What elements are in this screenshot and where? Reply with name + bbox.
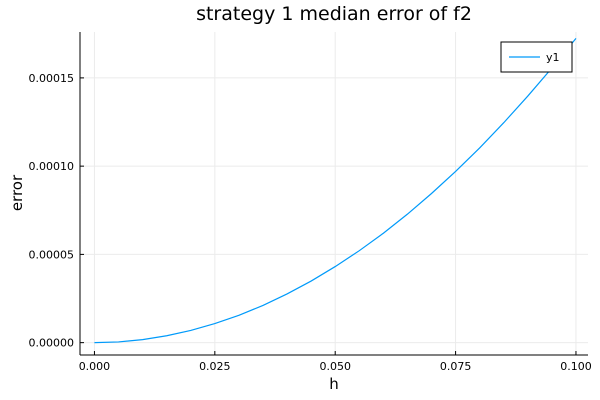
- legend: y1: [500, 41, 573, 73]
- x-tick-label: 0.075: [440, 360, 472, 373]
- x-tick-label: 0.000: [79, 360, 111, 373]
- grid: [80, 32, 588, 355]
- x-tick-label: 0.100: [560, 360, 592, 373]
- series-line-y1: [94, 37, 577, 344]
- y-axis-label: error: [8, 174, 26, 211]
- x-ticks: 0.000 0.025 0.050 0.075 0.100: [79, 351, 592, 373]
- series-lines: [94, 37, 577, 344]
- axes: [79, 32, 588, 356]
- y-ticks: 0.00000 0.00005 0.00010 0.00015: [29, 72, 84, 350]
- y-tick-label: 0.00005: [29, 248, 75, 261]
- y-tick-label: 0.00000: [29, 337, 75, 350]
- chart-title: strategy 1 median error of f2: [196, 3, 472, 25]
- y-tick-label: 0.00015: [29, 72, 75, 85]
- x-tick-label: 0.050: [319, 360, 351, 373]
- y-tick-label: 0.00010: [29, 160, 75, 173]
- legend-label: y1: [546, 51, 560, 64]
- x-axis-label: h: [329, 375, 339, 393]
- x-tick-label: 0.025: [199, 360, 231, 373]
